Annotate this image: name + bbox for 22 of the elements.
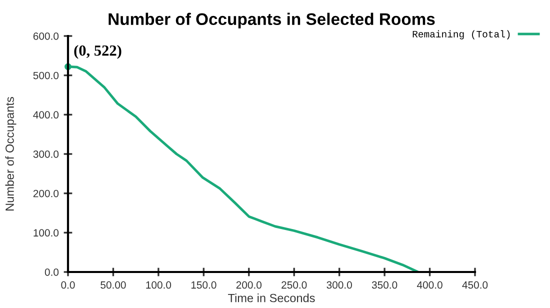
y-tick-label: 0.0 (44, 268, 59, 276)
x-tick-label: 50.00 (100, 281, 126, 289)
x-tick-label: 150.0 (191, 281, 216, 289)
y-tick-label: 600.0 (33, 32, 59, 40)
x-tick-label: 200.0 (236, 281, 262, 289)
y-tick-label: 300.0 (33, 150, 59, 158)
x-tick-label: 250.0 (282, 281, 307, 289)
y-tick-label: 500.0 (33, 72, 59, 80)
annotation: (0, 522) (74, 44, 122, 59)
x-tick-label: 400.0 (416, 281, 442, 289)
x-axis-title: Time in Seconds (228, 294, 315, 302)
x-tick-label: 0.0 (61, 281, 75, 289)
x-tick-label: 350.0 (372, 281, 398, 289)
chart-title: Number of Occupants in Selected Rooms (108, 12, 435, 28)
y-tick-label: 200.0 (33, 190, 59, 198)
y-tick-label: 400.0 (33, 111, 59, 119)
legend-label: Remaining (Total) (412, 30, 510, 40)
x-tick-label: 100.0 (146, 281, 172, 289)
y-axis-title: Number of Occupants (5, 97, 16, 210)
x-tick-label: 450.0 (462, 281, 488, 289)
x-tick-label: 300.0 (326, 281, 352, 289)
y-tick-label: 100.0 (34, 229, 59, 237)
